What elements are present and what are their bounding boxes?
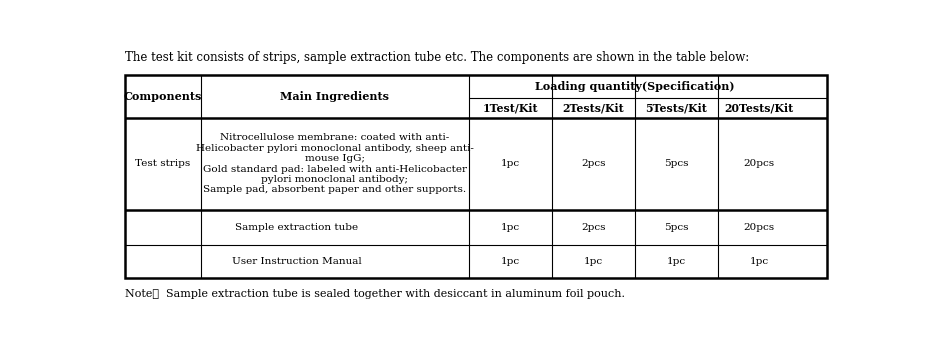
Text: Sample extraction tube: Sample extraction tube bbox=[235, 223, 358, 232]
Text: 5pcs: 5pcs bbox=[664, 223, 688, 232]
Text: 2pcs: 2pcs bbox=[581, 223, 605, 232]
Text: Note：  Sample extraction tube is sealed together with desiccant in aluminum foil: Note： Sample extraction tube is sealed t… bbox=[124, 289, 625, 299]
Text: 1pc: 1pc bbox=[500, 257, 520, 266]
Text: User Instruction Manual: User Instruction Manual bbox=[232, 257, 361, 266]
Text: Main Ingredients: Main Ingredients bbox=[280, 91, 389, 102]
Text: 1pc: 1pc bbox=[666, 257, 685, 266]
Text: The test kit consists of strips, sample extraction tube etc. The components are : The test kit consists of strips, sample … bbox=[124, 51, 748, 64]
Text: 1pc: 1pc bbox=[584, 257, 602, 266]
Text: 1pc: 1pc bbox=[500, 159, 520, 168]
Text: 1pc: 1pc bbox=[749, 257, 768, 266]
Text: 20pcs: 20pcs bbox=[743, 223, 774, 232]
Text: 1pc: 1pc bbox=[500, 223, 520, 232]
Text: 1Test/Kit: 1Test/Kit bbox=[483, 102, 538, 113]
Text: 5pcs: 5pcs bbox=[664, 159, 688, 168]
Text: 20pcs: 20pcs bbox=[743, 159, 774, 168]
Text: Components: Components bbox=[123, 91, 201, 102]
Text: Nitrocellulose membrane: coated with anti-
Helicobacter pylori monoclonal antibo: Nitrocellulose membrane: coated with ant… bbox=[196, 133, 473, 194]
Text: 2pcs: 2pcs bbox=[581, 159, 605, 168]
Text: 2Tests/Kit: 2Tests/Kit bbox=[562, 102, 624, 113]
Text: Test strips: Test strips bbox=[135, 159, 190, 168]
Text: Loading quantity(Specification): Loading quantity(Specification) bbox=[535, 81, 734, 92]
Text: 5Tests/Kit: 5Tests/Kit bbox=[645, 102, 706, 113]
Text: 20Tests/Kit: 20Tests/Kit bbox=[724, 102, 793, 113]
Polygon shape bbox=[124, 75, 827, 278]
